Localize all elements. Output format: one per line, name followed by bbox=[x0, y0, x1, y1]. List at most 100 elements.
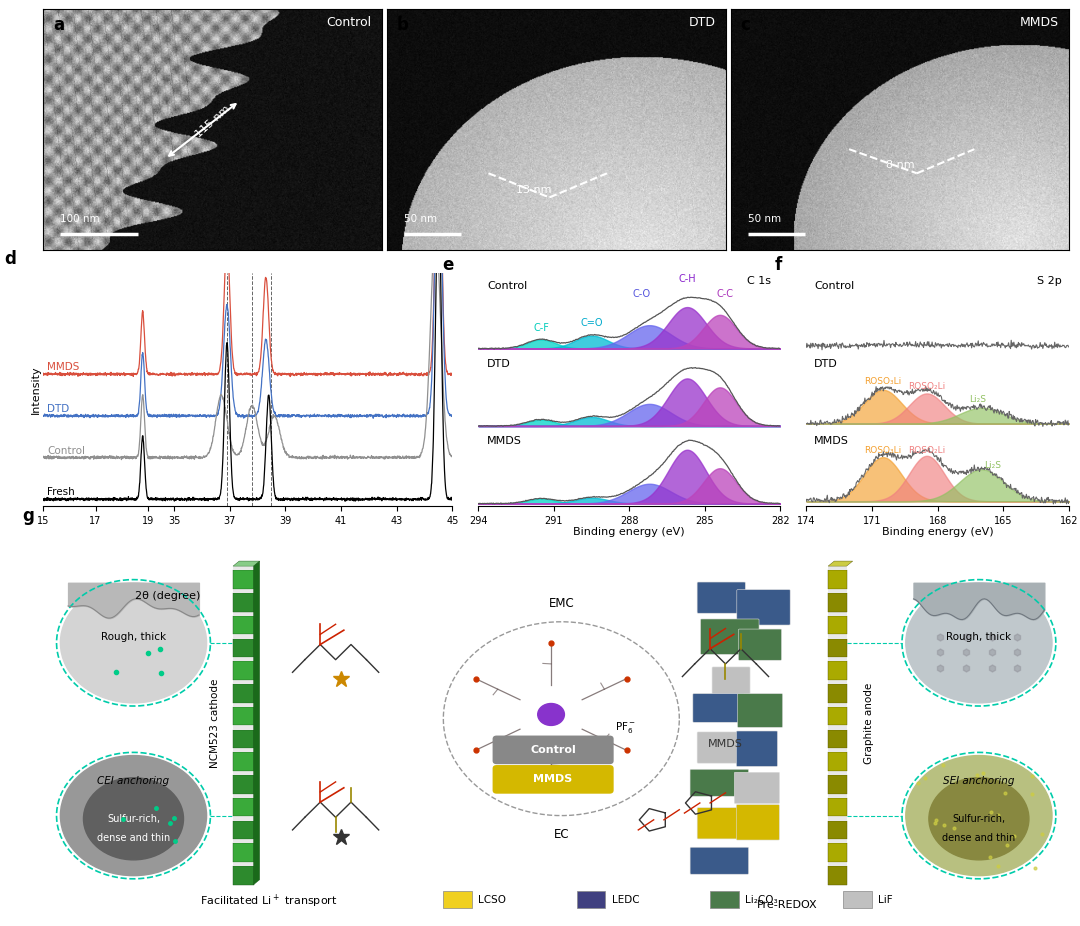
Text: ROSO₂Li: ROSO₂Li bbox=[908, 382, 945, 391]
FancyBboxPatch shape bbox=[828, 818, 847, 820]
Text: C 1s: C 1s bbox=[747, 276, 771, 286]
Text: Control: Control bbox=[487, 282, 528, 291]
Text: EMC: EMC bbox=[549, 596, 575, 609]
FancyBboxPatch shape bbox=[739, 629, 782, 660]
Text: e: e bbox=[442, 256, 454, 273]
Text: 115 nm: 115 nm bbox=[193, 103, 231, 139]
FancyBboxPatch shape bbox=[828, 639, 847, 657]
Text: Li₂S: Li₂S bbox=[969, 395, 986, 405]
Text: Control: Control bbox=[530, 745, 576, 755]
FancyBboxPatch shape bbox=[843, 892, 873, 908]
Text: MMDS: MMDS bbox=[534, 774, 572, 784]
FancyBboxPatch shape bbox=[233, 590, 254, 594]
FancyBboxPatch shape bbox=[233, 616, 254, 634]
Text: 50 nm: 50 nm bbox=[404, 214, 437, 223]
Text: f: f bbox=[774, 256, 782, 273]
FancyBboxPatch shape bbox=[698, 732, 751, 763]
FancyBboxPatch shape bbox=[233, 844, 254, 862]
Text: b: b bbox=[397, 17, 409, 34]
Text: LiF: LiF bbox=[878, 895, 893, 905]
Text: MMDS: MMDS bbox=[487, 436, 523, 446]
FancyBboxPatch shape bbox=[828, 661, 847, 680]
FancyBboxPatch shape bbox=[828, 820, 847, 839]
FancyBboxPatch shape bbox=[693, 694, 744, 722]
FancyBboxPatch shape bbox=[712, 667, 750, 694]
FancyBboxPatch shape bbox=[492, 735, 613, 764]
FancyBboxPatch shape bbox=[577, 892, 606, 908]
Circle shape bbox=[906, 756, 1052, 876]
FancyBboxPatch shape bbox=[828, 570, 847, 589]
Text: Control: Control bbox=[48, 445, 85, 456]
Text: S 2p: S 2p bbox=[1037, 276, 1062, 286]
Text: d: d bbox=[4, 250, 16, 269]
FancyBboxPatch shape bbox=[711, 892, 739, 908]
FancyBboxPatch shape bbox=[828, 753, 847, 771]
Text: C=O: C=O bbox=[580, 318, 603, 328]
Text: ROSO₂Li: ROSO₂Li bbox=[908, 446, 945, 456]
Text: ROSO₃Li: ROSO₃Li bbox=[864, 377, 902, 386]
FancyBboxPatch shape bbox=[690, 847, 748, 874]
Text: C-C: C-C bbox=[716, 289, 733, 299]
FancyBboxPatch shape bbox=[233, 866, 254, 884]
FancyBboxPatch shape bbox=[701, 619, 759, 655]
Text: LCSO: LCSO bbox=[478, 895, 507, 905]
Circle shape bbox=[60, 756, 206, 876]
FancyBboxPatch shape bbox=[233, 771, 254, 775]
FancyBboxPatch shape bbox=[233, 798, 254, 817]
FancyBboxPatch shape bbox=[233, 639, 254, 657]
Text: Graphite anode: Graphite anode bbox=[864, 682, 874, 764]
Circle shape bbox=[929, 778, 1029, 860]
Text: DTD: DTD bbox=[48, 404, 69, 414]
Circle shape bbox=[83, 778, 184, 860]
Text: 100 nm: 100 nm bbox=[60, 214, 99, 223]
FancyBboxPatch shape bbox=[233, 681, 254, 684]
Text: DTD: DTD bbox=[688, 17, 715, 30]
FancyBboxPatch shape bbox=[233, 775, 254, 794]
FancyBboxPatch shape bbox=[828, 866, 847, 884]
FancyBboxPatch shape bbox=[828, 684, 847, 703]
Text: DTD: DTD bbox=[814, 358, 838, 369]
FancyBboxPatch shape bbox=[233, 863, 254, 866]
FancyBboxPatch shape bbox=[233, 594, 254, 612]
FancyBboxPatch shape bbox=[828, 749, 847, 753]
FancyBboxPatch shape bbox=[233, 567, 254, 570]
FancyBboxPatch shape bbox=[828, 840, 847, 844]
FancyBboxPatch shape bbox=[233, 635, 254, 639]
FancyBboxPatch shape bbox=[828, 704, 847, 707]
Text: Rough, thick: Rough, thick bbox=[100, 632, 166, 642]
Text: Facilitated Li$^+$ transport: Facilitated Li$^+$ transport bbox=[200, 893, 338, 910]
Text: Control: Control bbox=[814, 282, 854, 291]
Y-axis label: Intensity: Intensity bbox=[30, 366, 40, 414]
Text: 2θ (degree): 2θ (degree) bbox=[135, 591, 200, 601]
FancyBboxPatch shape bbox=[233, 707, 254, 725]
FancyBboxPatch shape bbox=[233, 612, 254, 616]
FancyBboxPatch shape bbox=[828, 844, 847, 862]
Polygon shape bbox=[233, 561, 259, 566]
Text: DTD: DTD bbox=[487, 358, 511, 369]
FancyBboxPatch shape bbox=[690, 770, 748, 796]
FancyBboxPatch shape bbox=[734, 772, 780, 804]
Text: g: g bbox=[23, 507, 35, 525]
Text: Li₂S: Li₂S bbox=[984, 461, 1001, 469]
X-axis label: Binding energy (eV): Binding energy (eV) bbox=[882, 527, 994, 537]
Text: Rough, thick: Rough, thick bbox=[946, 632, 1012, 642]
Text: Sulfur-rich,: Sulfur-rich, bbox=[953, 814, 1005, 824]
Text: 50 nm: 50 nm bbox=[747, 214, 781, 223]
FancyBboxPatch shape bbox=[233, 661, 254, 680]
Text: MMDS: MMDS bbox=[1020, 17, 1059, 30]
FancyBboxPatch shape bbox=[828, 658, 847, 661]
FancyBboxPatch shape bbox=[233, 795, 254, 798]
Text: Pre-REDOX: Pre-REDOX bbox=[757, 900, 818, 910]
Text: PF$_6^-$: PF$_6^-$ bbox=[615, 720, 636, 734]
FancyBboxPatch shape bbox=[233, 840, 254, 844]
FancyBboxPatch shape bbox=[828, 616, 847, 634]
FancyBboxPatch shape bbox=[828, 612, 847, 616]
FancyBboxPatch shape bbox=[737, 731, 778, 767]
FancyBboxPatch shape bbox=[828, 590, 847, 594]
Text: C-F: C-F bbox=[534, 323, 549, 333]
FancyBboxPatch shape bbox=[233, 726, 254, 730]
FancyBboxPatch shape bbox=[828, 567, 847, 570]
Text: a: a bbox=[53, 17, 65, 34]
FancyBboxPatch shape bbox=[828, 798, 847, 817]
Text: NCM523 cathode: NCM523 cathode bbox=[210, 678, 219, 768]
